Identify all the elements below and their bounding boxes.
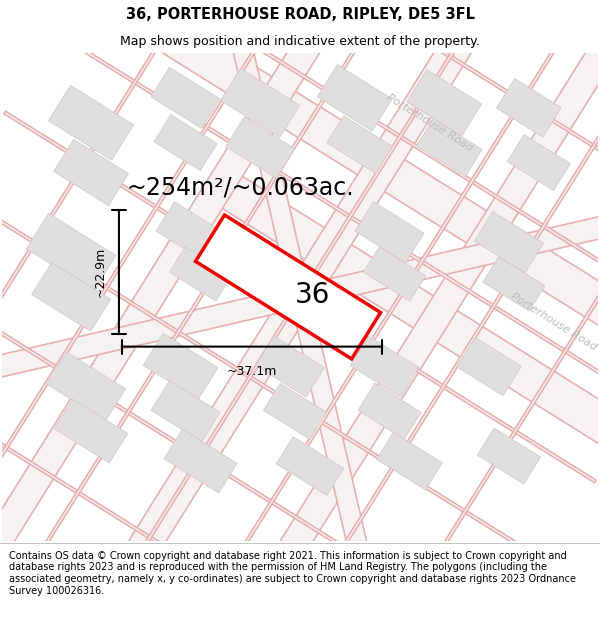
Polygon shape (0, 208, 600, 386)
Polygon shape (186, 46, 557, 625)
Polygon shape (355, 202, 424, 262)
Polygon shape (154, 0, 600, 242)
Polygon shape (327, 116, 392, 174)
Polygon shape (143, 333, 218, 399)
Polygon shape (350, 336, 419, 397)
Polygon shape (483, 257, 545, 311)
Polygon shape (54, 31, 600, 402)
Polygon shape (507, 134, 571, 191)
Text: Contains OS data © Crown copyright and database right 2021. This information is : Contains OS data © Crown copyright and d… (9, 551, 576, 596)
Polygon shape (496, 79, 561, 137)
Polygon shape (253, 0, 600, 599)
Polygon shape (32, 262, 111, 331)
Polygon shape (212, 0, 388, 625)
Polygon shape (0, 271, 496, 625)
Text: ~22.9m: ~22.9m (94, 247, 107, 297)
Polygon shape (0, 0, 343, 503)
Polygon shape (358, 383, 421, 439)
Polygon shape (0, 191, 546, 563)
Text: ~37.1m: ~37.1m (227, 364, 277, 378)
Polygon shape (151, 68, 220, 129)
Polygon shape (317, 65, 392, 131)
Polygon shape (43, 0, 414, 548)
Polygon shape (475, 212, 544, 272)
Polygon shape (154, 114, 217, 171)
Text: 36: 36 (295, 281, 331, 309)
Polygon shape (0, 0, 271, 459)
Polygon shape (104, 0, 600, 322)
Polygon shape (114, 1, 486, 593)
Text: Map shows position and indicative extent of the property.: Map shows position and indicative extent… (120, 35, 480, 48)
Polygon shape (477, 428, 541, 484)
Polygon shape (84, 0, 600, 373)
Polygon shape (256, 336, 325, 397)
Polygon shape (0, 351, 446, 625)
Polygon shape (151, 381, 220, 442)
Polygon shape (196, 215, 380, 359)
Polygon shape (102, 0, 498, 601)
Polygon shape (164, 429, 237, 493)
Polygon shape (416, 119, 482, 176)
Polygon shape (226, 117, 295, 178)
Polygon shape (156, 202, 225, 262)
Text: 36, PORTERHOUSE ROAD, RIPLEY, DE5 3FL: 36, PORTERHOUSE ROAD, RIPLEY, DE5 3FL (125, 8, 475, 22)
Polygon shape (53, 139, 128, 206)
Polygon shape (55, 399, 128, 463)
Polygon shape (47, 352, 125, 421)
Polygon shape (169, 247, 232, 301)
Polygon shape (214, 171, 600, 572)
Polygon shape (329, 135, 600, 625)
Polygon shape (263, 383, 326, 439)
Polygon shape (364, 247, 425, 301)
Polygon shape (377, 432, 442, 490)
Polygon shape (49, 85, 134, 160)
Text: Porterhouse Road: Porterhouse Road (385, 92, 474, 153)
Polygon shape (0, 0, 347, 599)
Text: ~254m²/~0.063ac.: ~254m²/~0.063ac. (127, 176, 354, 199)
Polygon shape (407, 70, 482, 136)
Text: Porterhouse Road: Porterhouse Road (509, 291, 598, 352)
Polygon shape (26, 213, 116, 291)
Polygon shape (257, 91, 600, 625)
Polygon shape (457, 338, 521, 396)
Polygon shape (4, 111, 596, 483)
Polygon shape (221, 68, 300, 138)
Polygon shape (276, 437, 344, 496)
